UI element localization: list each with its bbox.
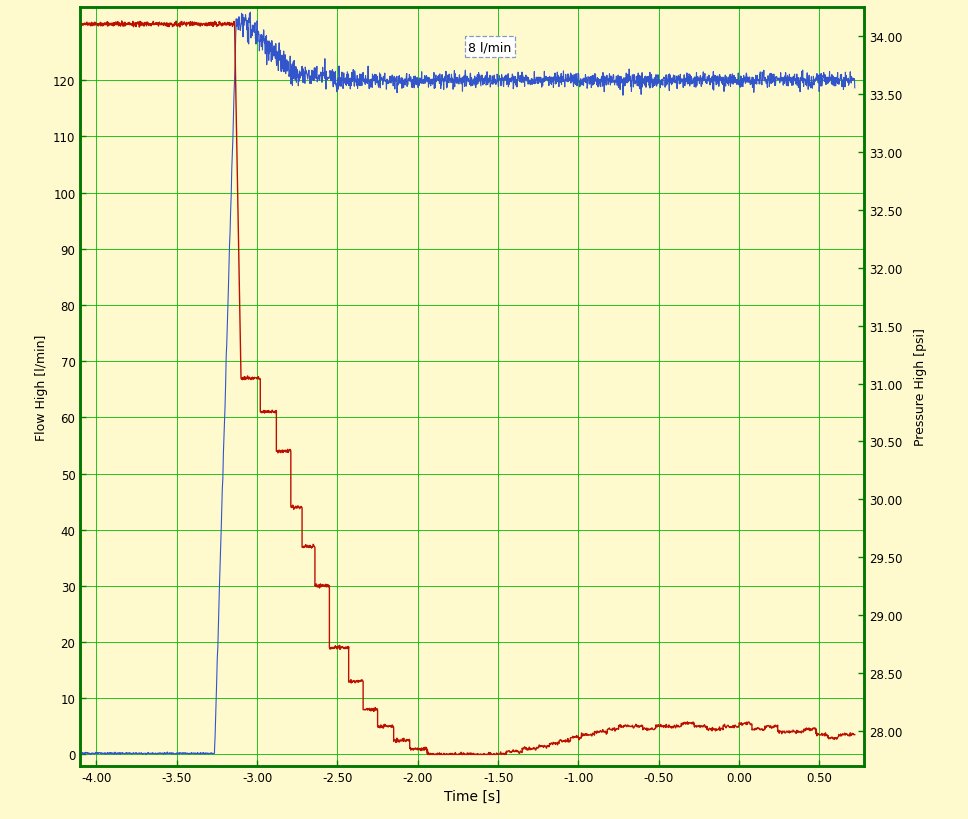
X-axis label: Time [s]: Time [s]: [444, 790, 500, 803]
Y-axis label: Pressure High [psi]: Pressure High [psi]: [914, 328, 927, 446]
Y-axis label: Flow High [l/min]: Flow High [l/min]: [35, 334, 47, 440]
Text: 8 l/min: 8 l/min: [469, 41, 512, 54]
